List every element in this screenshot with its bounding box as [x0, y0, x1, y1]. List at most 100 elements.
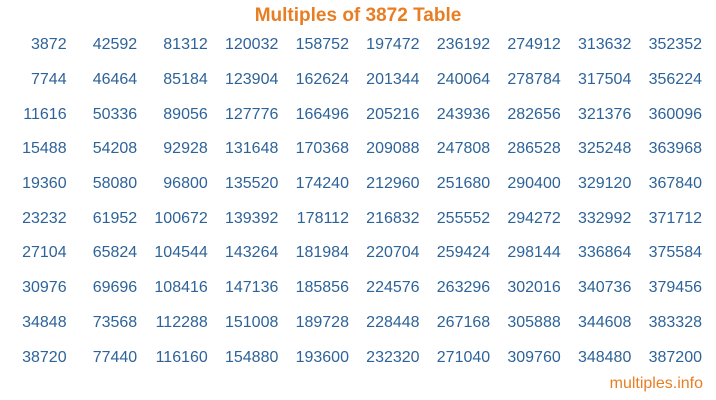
table-cell: 363968: [648, 140, 702, 158]
table-cell: 201344: [366, 71, 420, 89]
table-cell: 100672: [154, 209, 208, 227]
table-cell: 232320: [366, 348, 420, 366]
table-row: 34848 73568 112288 151008 189728 228448 267168…: [0, 306, 706, 341]
table-cell: 178112: [296, 209, 349, 227]
multiples-table: 3872 42592 81312 120032 158752 197472 236192 27…: [0, 28, 706, 375]
table-cell: 154880: [224, 348, 279, 366]
table-cell: 228448: [366, 313, 420, 331]
table-cell: 166496: [295, 105, 349, 123]
table-cell: 348480: [577, 348, 632, 366]
table-cell: 104544: [154, 244, 208, 262]
site-link[interactable]: multiples.info: [609, 375, 703, 392]
table-cell: 131648: [224, 140, 279, 158]
table-cell: 317504: [577, 71, 632, 89]
table-cell: 371712: [648, 209, 702, 227]
table-cell: 313632: [577, 36, 632, 54]
table-cell: 379456: [648, 279, 702, 297]
table-cell: 294272: [507, 209, 561, 227]
table-cell: 298144: [507, 244, 561, 262]
table-cell: 61952: [92, 209, 138, 227]
table-row: 19360 58080 96800 135520 174240 212960 251680 2…: [0, 167, 706, 202]
table-cell: 189728: [295, 313, 349, 331]
table-cell: 30976: [22, 279, 67, 297]
table-cell: 344608: [577, 313, 632, 331]
table-cell: 112288: [155, 313, 208, 331]
table-cell: 77440: [92, 348, 138, 366]
table-cell: 255552: [436, 209, 491, 227]
table-cell: 209088: [366, 140, 420, 158]
table-cell: 274912: [507, 36, 561, 54]
table-cell: 151008: [224, 313, 279, 331]
table-cell: 185856: [295, 279, 349, 297]
table-cell: 96800: [163, 175, 208, 193]
table-cell: 243936: [436, 105, 491, 123]
table-cell: 375584: [648, 244, 702, 262]
table-row: 7744 46464 85184 123904 162624 201344 240064 27…: [0, 63, 706, 98]
table-cell: 263296: [436, 279, 491, 297]
table-cell: 34848: [22, 313, 67, 331]
table-cell: 387200: [648, 348, 702, 366]
table-cell: 224576: [366, 279, 420, 297]
table-cell: 197472: [366, 36, 420, 54]
multiples-table-body: 3872 42592 81312 120032 158752 197472 236192 27…: [0, 28, 706, 375]
table-cell: 267168: [436, 313, 491, 331]
table-cell: 352352: [648, 36, 702, 54]
table-cell: 162624: [295, 71, 349, 89]
table-cell: 116160: [155, 348, 208, 366]
table-cell: 15488: [22, 140, 67, 158]
table-row: 27104 65824 104544 143264 181984 220704 259424…: [0, 236, 706, 271]
table-cell: 383328: [648, 313, 702, 331]
table-cell: 54208: [92, 140, 138, 158]
table-cell: 193600: [295, 348, 349, 366]
table-cell: 332992: [577, 209, 632, 227]
table-cell: 7744: [31, 71, 67, 89]
table-cell: 19360: [22, 175, 67, 193]
table-row: 23232 61952 100672 139392 178112 216832 255552…: [0, 201, 706, 236]
table-cell: 38720: [22, 348, 67, 366]
table-cell: 282656: [507, 105, 561, 123]
table-cell: 251680: [436, 175, 491, 193]
table-cell: 143264: [224, 244, 279, 262]
table-cell: 356224: [648, 71, 702, 89]
table-cell: 42592: [92, 36, 138, 54]
table-cell: 135520: [224, 175, 279, 193]
table-cell: 181984: [295, 244, 349, 262]
table-cell: 139392: [224, 209, 279, 227]
table-row: 30976 69696 108416 147136 185856 224576 263296…: [0, 271, 706, 306]
table-cell: 158752: [295, 36, 349, 54]
table-cell: 46464: [92, 71, 138, 89]
table-cell: 259424: [436, 244, 491, 262]
table-cell: 11616: [23, 105, 67, 123]
table-row: 38720 77440 116160 154880 193600 232320 271040…: [0, 340, 706, 375]
table-cell: 212960: [366, 175, 420, 193]
table-cell: 271040: [436, 348, 491, 366]
table-cell: 205216: [366, 105, 420, 123]
table-cell: 220704: [366, 244, 420, 262]
table-cell: 240064: [436, 71, 491, 89]
table-cell: 216832: [366, 209, 420, 227]
table-cell: 302016: [507, 279, 561, 297]
table-cell: 325248: [577, 140, 632, 158]
table-cell: 27104: [22, 244, 67, 262]
table-cell: 89056: [163, 105, 208, 123]
table-cell: 321376: [577, 105, 632, 123]
table-cell: 50336: [92, 105, 138, 123]
table-row: 3872 42592 81312 120032 158752 197472 236192 27…: [0, 28, 706, 63]
table-row: 11616 50336 89056 127776 166496 205216 243936 2…: [0, 97, 706, 132]
table-cell: 236192: [436, 36, 491, 54]
table-cell: 360096: [648, 105, 702, 123]
table-cell: 81312: [163, 36, 208, 54]
table-cell: 329120: [577, 175, 632, 193]
table-cell: 367840: [648, 175, 702, 193]
table-cell: 92928: [163, 140, 208, 158]
table-cell: 127776: [224, 105, 279, 123]
table-row: 15488 54208 92928 131648 170368 209088 247808 2…: [0, 132, 706, 167]
table-cell: 3872: [31, 36, 67, 54]
table-cell: 120032: [224, 36, 279, 54]
table-cell: 290400: [507, 175, 561, 193]
table-cell: 305888: [507, 313, 561, 331]
table-cell: 23232: [22, 209, 67, 227]
table-cell: 108416: [154, 279, 208, 297]
table-cell: 286528: [507, 140, 561, 158]
